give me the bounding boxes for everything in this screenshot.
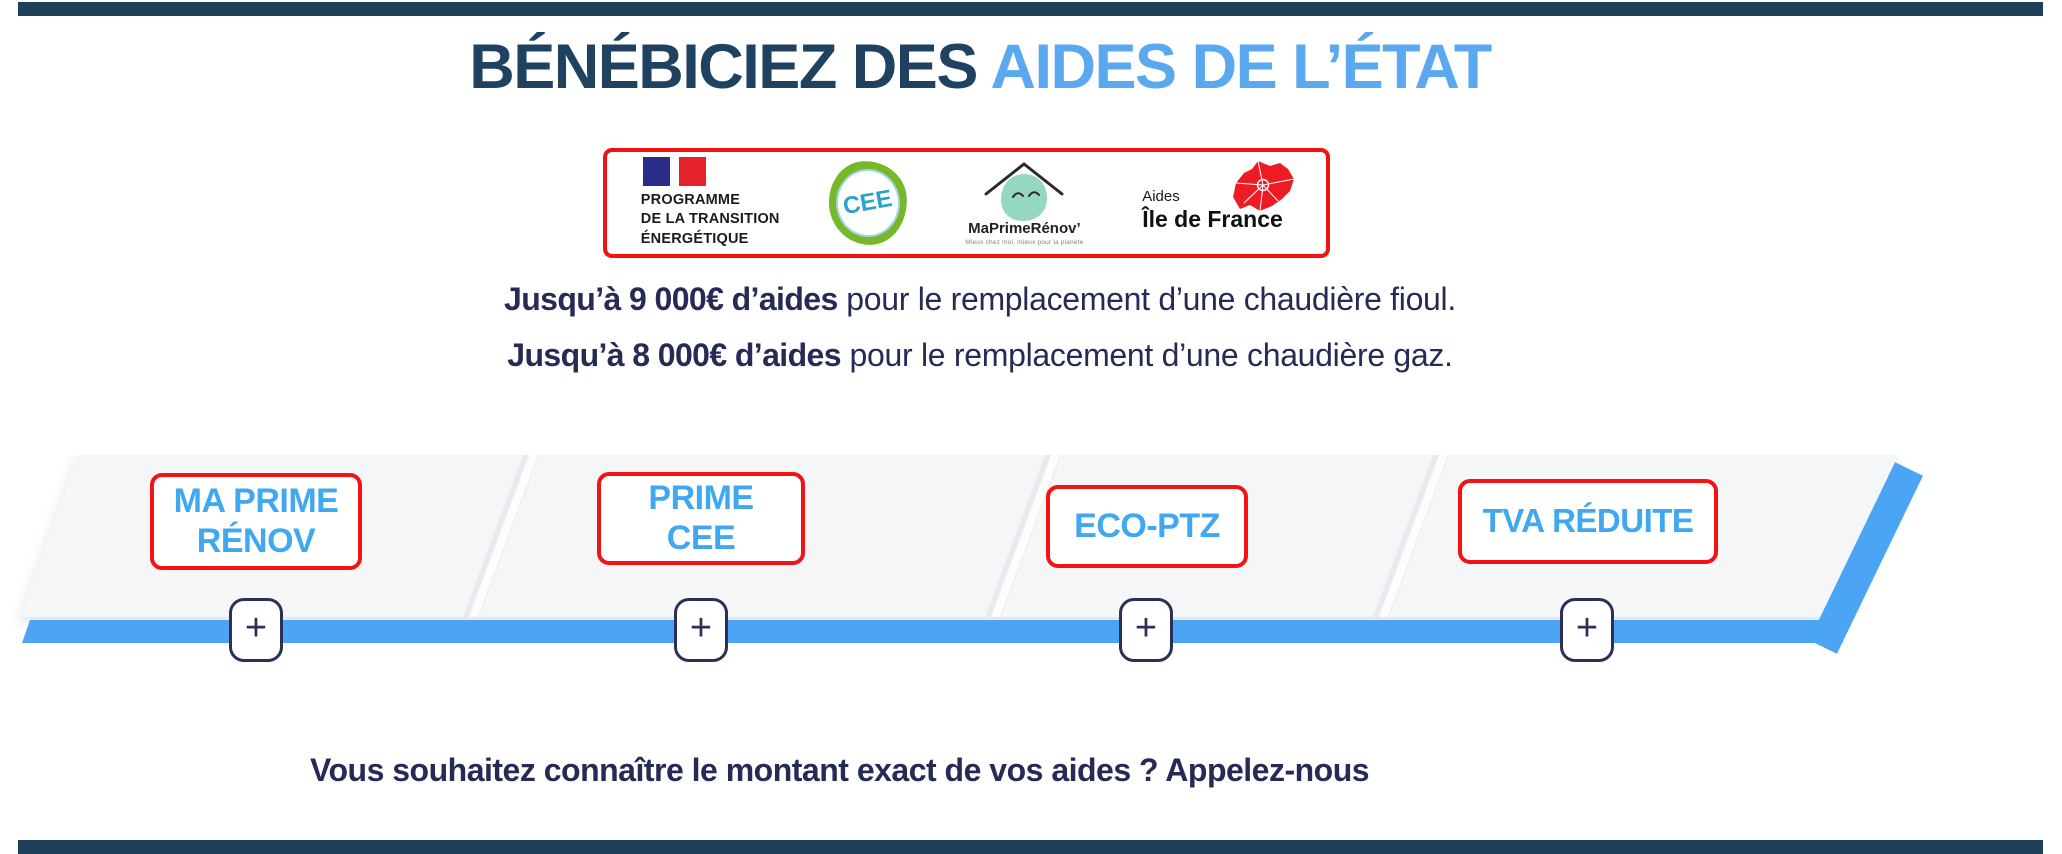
logo-maprimerenov: MaPrimeRénov’ Mieux chez moi, mieux pour…	[934, 160, 1114, 246]
offer-gaz-rest: pour le remplacement d’une chaudière gaz…	[840, 337, 1454, 373]
ribbon-blue-diagonal	[1809, 462, 1923, 654]
programme-line-3: ÉNERGÉTIQUE	[640, 230, 749, 247]
logo-programme-transition: PROGRAMME DE LA TRANSITION ÉNERGÉTIQUE	[641, 157, 801, 248]
aid-label-ma-prime-renov: MA PRIME RÉNOV	[173, 481, 339, 560]
cee-badge-icon: CEE	[825, 158, 910, 248]
top-border-bar	[18, 2, 2043, 16]
maprimerenov-house-icon	[984, 162, 1064, 221]
cta-text: Vous souhaitez connaître le montant exac…	[310, 752, 1370, 788]
page-title-highlight: AIDES DE L’ÉTAT	[990, 32, 1493, 102]
cee-badge-inner: CEE	[833, 166, 902, 240]
french-flag-icon	[642, 157, 801, 187]
expand-eco-ptz-button[interactable]: +	[1119, 598, 1173, 662]
maprimerenov-name: MaPrimeRénov’	[968, 220, 1081, 237]
expand-prime-cee-button[interactable]: +	[674, 598, 728, 662]
aid-label-tva-reduite: TVA RÉDUITE	[1482, 502, 1694, 540]
programme-line-1: PROGRAMME	[640, 192, 741, 209]
aid-label-prime-cee: PRIME CEE	[648, 478, 754, 557]
offer-line-gaz: Jusqu’à 8 000€ d’aides pour le remplacem…	[0, 337, 1960, 374]
ile-de-france-map-icon	[1233, 160, 1295, 212]
programme-line-2: DE LA TRANSITION	[640, 211, 780, 228]
bottom-border-bar	[18, 840, 2043, 854]
aid-card-eco-ptz: ECO-PTZ	[1046, 485, 1248, 568]
programme-label: PROGRAMME DE LA TRANSITION ÉNERGÉTIQUE	[641, 191, 801, 248]
ribbon-divider-1	[469, 455, 538, 617]
ribbon-divider-2	[991, 455, 1060, 617]
aid-card-tva-reduite: TVA RÉDUITE	[1458, 479, 1718, 564]
flag-blue-square	[642, 157, 670, 187]
page-title: BÉNÉBICIEZ DES AIDES DE L’ÉTAT	[0, 28, 1960, 107]
ribbon-blue-bar	[22, 620, 1843, 643]
ribbon-background	[20, 455, 1923, 654]
idf-aides-label: Aides	[1142, 188, 1180, 205]
aid-card-ma-prime-renov: MA PRIME RÉNOV	[150, 473, 362, 570]
ribbon-divider-3	[1379, 455, 1448, 617]
cee-label: CEE	[840, 184, 895, 221]
logo-ile-de-france: Aides Île de France	[1142, 152, 1295, 254]
partner-logos-box: PROGRAMME DE LA TRANSITION ÉNERGÉTIQUE C…	[603, 148, 1330, 258]
offer-fioul-rest: pour le remplacement d’une chaudière fio…	[837, 281, 1456, 317]
offer-gaz-amount: Jusqu’à 8 000€ d’aides	[507, 337, 841, 373]
expand-ma-prime-renov-button[interactable]: +	[229, 598, 283, 662]
page-title-prefix: BÉNÉBICIEZ DES	[469, 32, 978, 102]
aids-ribbon: MA PRIME RÉNOV PRIME CEE ECO-PTZ TVA RÉD…	[0, 455, 2062, 670]
aid-label-eco-ptz: ECO-PTZ	[1074, 506, 1220, 545]
expand-tva-reduite-button[interactable]: +	[1560, 598, 1614, 662]
maprimerenov-tagline: Mieux chez moi, mieux pour la planète	[965, 239, 1084, 246]
offer-line-fioul: Jusqu’à 9 000€ d’aides pour le remplacem…	[0, 281, 1960, 318]
flag-red-square	[678, 157, 706, 187]
offer-fioul-amount: Jusqu’à 9 000€ d’aides	[504, 281, 838, 317]
aid-card-prime-cee: PRIME CEE	[597, 472, 805, 565]
